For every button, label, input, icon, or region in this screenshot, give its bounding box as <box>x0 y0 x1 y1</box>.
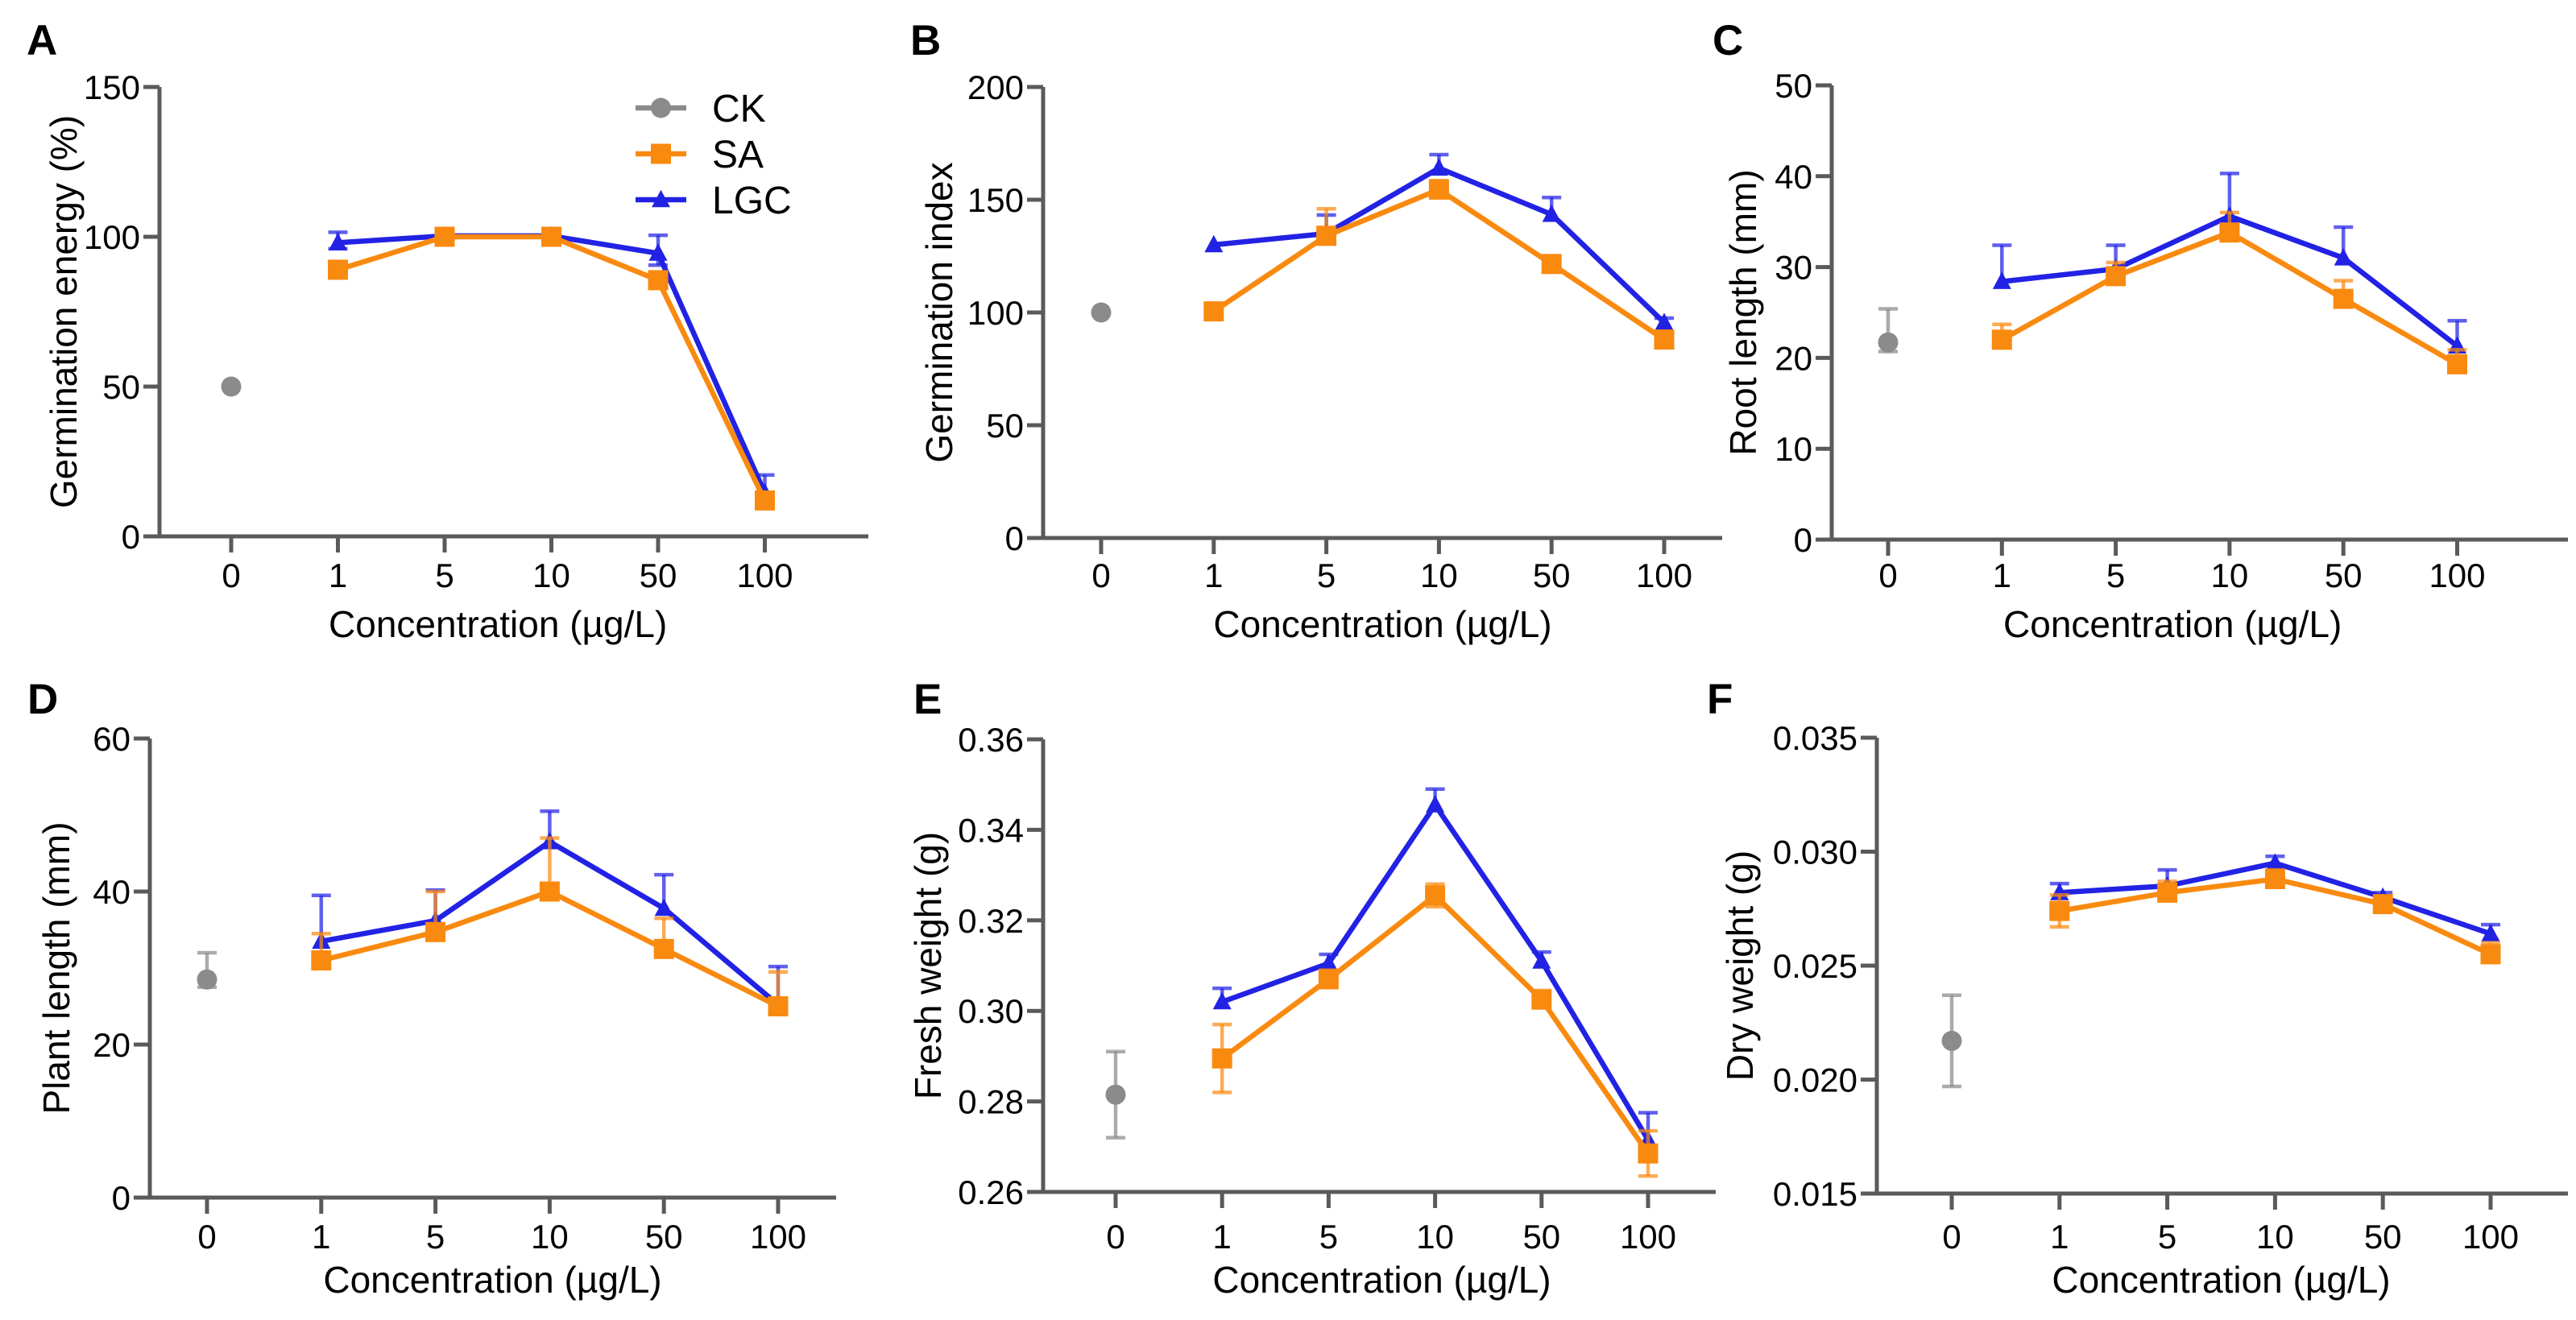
svg-text:5: 5 <box>1317 557 1336 594</box>
svg-text:0: 0 <box>1106 1218 1124 1256</box>
svg-text:Root length (mm): Root length (mm) <box>1722 169 1764 455</box>
svg-text:1: 1 <box>329 557 347 594</box>
svg-text:0.015: 0.015 <box>1773 1175 1857 1213</box>
svg-text:0: 0 <box>1878 557 1897 594</box>
svg-text:Concentration (µg/L): Concentration (µg/L) <box>1212 1259 1551 1301</box>
svg-text:100: 100 <box>750 1218 806 1256</box>
svg-text:0.32: 0.32 <box>958 902 1024 940</box>
svg-text:10: 10 <box>1420 557 1458 594</box>
svg-text:50: 50 <box>102 368 140 406</box>
svg-text:5: 5 <box>2158 1218 2176 1256</box>
svg-text:0.030: 0.030 <box>1773 834 1857 871</box>
svg-text:100: 100 <box>2429 557 2485 594</box>
svg-text:5: 5 <box>1319 1218 1338 1256</box>
svg-text:1: 1 <box>1204 557 1223 594</box>
svg-text:Dry weight (g): Dry weight (g) <box>1719 850 1761 1081</box>
svg-text:50: 50 <box>1522 1218 1560 1256</box>
svg-text:0: 0 <box>197 1218 216 1256</box>
svg-text:50: 50 <box>2364 1218 2402 1256</box>
svg-text:Concentration (µg/L): Concentration (µg/L) <box>323 1259 661 1301</box>
svg-text:A: A <box>27 17 57 64</box>
svg-text:1: 1 <box>2050 1218 2069 1256</box>
svg-text:20: 20 <box>1775 339 1812 377</box>
svg-text:200: 200 <box>967 68 1024 106</box>
svg-text:50: 50 <box>2325 557 2363 594</box>
svg-text:30: 30 <box>1775 249 1812 287</box>
svg-text:E: E <box>913 676 942 723</box>
svg-text:0: 0 <box>1091 557 1110 594</box>
svg-text:Concentration (µg/L): Concentration (µg/L) <box>1213 603 1551 645</box>
svg-text:5: 5 <box>435 557 453 594</box>
svg-text:150: 150 <box>84 68 140 106</box>
svg-text:D: D <box>27 676 58 723</box>
svg-text:100: 100 <box>967 294 1024 332</box>
svg-text:Concentration (µg/L): Concentration (µg/L) <box>2052 1259 2390 1301</box>
svg-text:0: 0 <box>122 518 140 556</box>
svg-text:50: 50 <box>1533 557 1571 594</box>
svg-text:100: 100 <box>1620 1218 1676 1256</box>
svg-text:0.34: 0.34 <box>958 811 1024 849</box>
svg-text:40: 40 <box>1775 158 1812 196</box>
svg-text:1: 1 <box>1993 557 2011 594</box>
svg-text:C: C <box>1713 17 1743 64</box>
svg-text:0: 0 <box>1942 1218 1961 1256</box>
svg-text:Concentration (µg/L): Concentration (µg/L) <box>2003 603 2342 645</box>
svg-text:5: 5 <box>426 1218 445 1256</box>
svg-text:0: 0 <box>222 557 240 594</box>
svg-text:SA: SA <box>712 134 764 176</box>
svg-text:10: 10 <box>1416 1218 1454 1256</box>
svg-text:0.035: 0.035 <box>1773 719 1857 757</box>
svg-text:CK: CK <box>712 88 766 130</box>
svg-text:0.36: 0.36 <box>958 721 1024 759</box>
svg-text:10: 10 <box>1775 430 1812 468</box>
svg-text:0.020: 0.020 <box>1773 1061 1857 1099</box>
svg-text:B: B <box>910 17 941 64</box>
svg-text:100: 100 <box>736 557 793 594</box>
svg-text:50: 50 <box>986 407 1024 445</box>
svg-text:150: 150 <box>967 181 1024 219</box>
svg-text:Plant length (mm): Plant length (mm) <box>35 821 77 1114</box>
svg-text:0.025: 0.025 <box>1773 947 1857 985</box>
svg-text:10: 10 <box>2256 1218 2294 1256</box>
svg-text:LGC: LGC <box>712 180 792 222</box>
svg-text:0: 0 <box>1005 519 1024 557</box>
svg-text:0: 0 <box>112 1179 130 1217</box>
svg-text:10: 10 <box>532 557 570 594</box>
svg-text:5: 5 <box>2106 557 2125 594</box>
svg-text:100: 100 <box>84 218 140 256</box>
svg-text:50: 50 <box>640 557 677 594</box>
svg-text:60: 60 <box>93 720 130 758</box>
svg-text:20: 20 <box>93 1026 130 1064</box>
svg-text:50: 50 <box>645 1218 683 1256</box>
svg-text:100: 100 <box>1636 557 1692 594</box>
svg-text:Germination energy (%): Germination energy (%) <box>43 115 85 508</box>
svg-text:10: 10 <box>531 1218 569 1256</box>
svg-text:0.30: 0.30 <box>958 992 1024 1030</box>
svg-text:F: F <box>1707 676 1733 723</box>
svg-text:0.28: 0.28 <box>958 1083 1024 1121</box>
svg-text:40: 40 <box>93 873 130 911</box>
svg-text:10: 10 <box>2211 557 2249 594</box>
svg-text:0: 0 <box>1794 521 1812 559</box>
svg-text:Fresh weight (g): Fresh weight (g) <box>907 832 949 1099</box>
svg-text:100: 100 <box>2462 1218 2519 1256</box>
svg-text:Germination index: Germination index <box>918 162 960 462</box>
svg-text:1: 1 <box>312 1218 330 1256</box>
svg-text:Concentration (µg/L): Concentration (µg/L) <box>329 603 667 645</box>
svg-text:0.26: 0.26 <box>958 1173 1024 1211</box>
svg-text:1: 1 <box>1213 1218 1232 1256</box>
svg-text:50: 50 <box>1775 67 1812 105</box>
